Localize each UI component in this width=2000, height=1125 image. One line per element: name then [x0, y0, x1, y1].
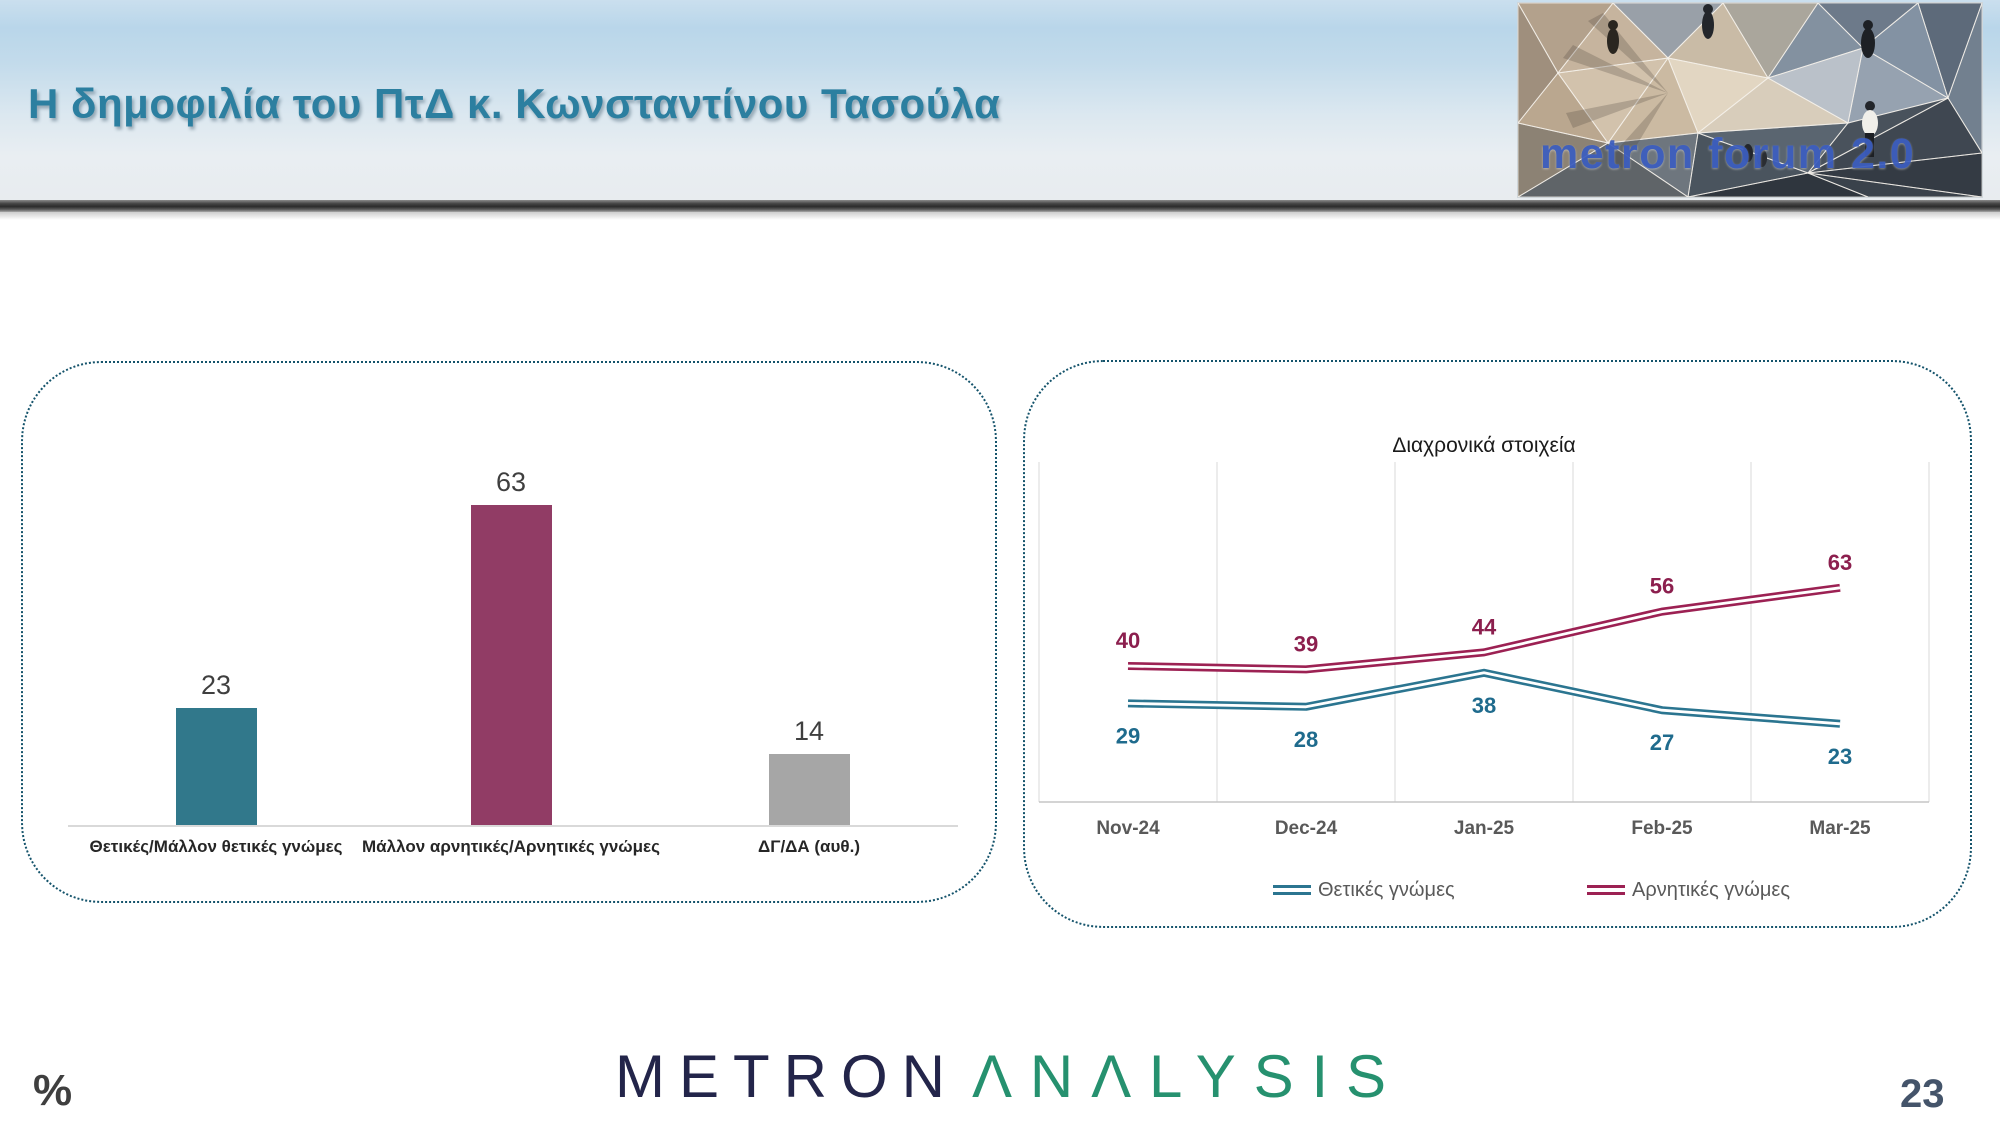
svg-text:63: 63 [1828, 550, 1852, 575]
bar-1 [470, 505, 552, 825]
line-chart: 29 28 38 27 23 40 39 44 56 63 Nov-24 Dec-24 Jan-25 Fe… [1038, 462, 1930, 839]
svg-text:Feb-25: Feb-25 [1631, 818, 1693, 839]
header-divider-bar [0, 200, 2000, 212]
legend-label: Θετικές γνώμες [1318, 878, 1455, 901]
metron-analysis-logo: METRON ΛNΛLYSIS [615, 1043, 1386, 1110]
percent-symbol: % [33, 1066, 73, 1115]
page-number: 23 [1900, 1072, 1945, 1116]
header-divider-shadow [0, 212, 2000, 220]
svg-text:39: 39 [1294, 631, 1318, 656]
bar-chart-panel: 23 Θετικές/Μάλλον θετικές γνώμες 63 Μάλλον … [21, 361, 997, 903]
logo-metron: METRON [615, 1043, 945, 1110]
bar-category-label: Θετικές/Μάλλον θετικές γνώμες [89, 837, 343, 856]
shadow-streaks [1563, 13, 1668, 168]
forum-photo-collage [1518, 3, 1982, 197]
svg-text:Jan-25: Jan-25 [1454, 818, 1515, 839]
legend-label: Αρνητικές γνώμες [1632, 878, 1790, 901]
bar-value-label: 23 [200, 670, 232, 700]
legend-marker [1273, 885, 1311, 895]
metron-forum-logo: metron forum 2.0 [1517, 2, 1983, 198]
bar-x-axis [68, 825, 958, 827]
legend-item-1: Αρνητικές γνώμες [1587, 879, 1790, 901]
page-title: Η δημοφιλία του ΠτΔ κ. Κωνσταντίνου Τασο… [28, 80, 1001, 127]
svg-text:56: 56 [1650, 574, 1674, 599]
bar-value-label: 14 [793, 716, 825, 746]
people-silhouettes [1607, 4, 1878, 167]
logo-analysis: ΛNΛLYSIS [972, 1043, 1386, 1110]
svg-text:Nov-24: Nov-24 [1096, 818, 1160, 839]
bar-2 [768, 754, 850, 825]
svg-text:23: 23 [1828, 744, 1852, 769]
svg-text:Mar-25: Mar-25 [1809, 818, 1871, 839]
line-chart-title: Διαχρονικά στοιχεία [1392, 434, 1576, 457]
svg-text:27: 27 [1650, 730, 1674, 755]
bar-category-label: Μάλλον αρνητικές/Αρνητικές γνώμες [362, 837, 660, 856]
svg-text:29: 29 [1116, 723, 1140, 748]
slide-header: Η δημοφιλία του ΠτΔ κ. Κωνσταντίνου Τασο… [0, 0, 2000, 200]
bar-category-label: ΔΓ/ΔΑ (αυθ.) [758, 837, 860, 856]
line-chart-panel: Διαχρονικά στοιχεία 29 28 38 27 23 40 39 44 56 63… [1023, 360, 1972, 928]
legend-item-0: Θετικές γνώμες [1273, 879, 1455, 901]
svg-text:44: 44 [1472, 614, 1497, 639]
bar-0 [175, 708, 257, 825]
bar-value-label: 63 [495, 467, 527, 497]
svg-text:40: 40 [1116, 628, 1140, 653]
svg-text:38: 38 [1472, 693, 1496, 718]
forum-logo-text: metron forum 2.0 [1540, 130, 1916, 178]
svg-text:28: 28 [1294, 727, 1318, 752]
legend-marker [1587, 885, 1625, 895]
svg-text:Dec-24: Dec-24 [1275, 818, 1338, 839]
